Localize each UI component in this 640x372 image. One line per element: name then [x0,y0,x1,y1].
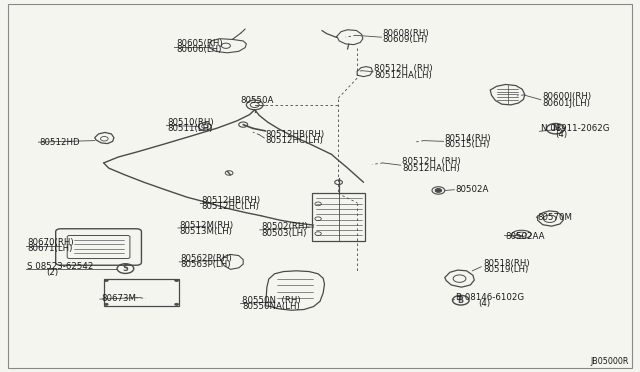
Text: S 08523-62542: S 08523-62542 [27,262,93,271]
Circle shape [175,279,179,282]
Text: B: B [458,296,464,305]
Text: 80670(RH): 80670(RH) [27,238,74,247]
Text: 80601J(LH): 80601J(LH) [543,99,591,108]
Text: 80512H  (RH): 80512H (RH) [402,157,461,166]
Text: 80510(RH): 80510(RH) [168,118,214,126]
Text: 80605(RH): 80605(RH) [176,39,223,48]
Text: 80609(LH): 80609(LH) [383,35,428,44]
Text: 80511(LH): 80511(LH) [168,124,213,133]
Text: 80673M: 80673M [101,294,136,303]
Text: 80512M(RH): 80512M(RH) [179,221,234,230]
Text: 80519(LH): 80519(LH) [483,265,529,274]
Text: 80562P(RH): 80562P(RH) [180,254,232,263]
Text: 80600J(RH): 80600J(RH) [543,92,592,101]
Text: 80563P(LH): 80563P(LH) [180,260,231,269]
Text: 80502AA: 80502AA [506,232,545,241]
Text: 80503(LH): 80503(LH) [261,229,307,238]
Text: 80512HB(RH): 80512HB(RH) [202,196,260,205]
Text: (4): (4) [479,299,491,308]
Text: 80671(LH): 80671(LH) [27,244,72,253]
Text: 80606(LH): 80606(LH) [176,45,221,54]
Text: 80512HB(RH): 80512HB(RH) [266,130,324,139]
Text: 80550N  (RH): 80550N (RH) [242,296,301,305]
Text: 80515(LH): 80515(LH) [445,140,490,149]
Text: 80502(RH): 80502(RH) [261,222,308,231]
Circle shape [104,303,108,305]
Text: 80570M: 80570M [538,213,573,222]
Bar [312,193,365,241]
Text: 80512HA(LH): 80512HA(LH) [374,71,432,80]
Text: 80550NA(LH): 80550NA(LH) [242,302,300,311]
Text: 80512H  (RH): 80512H (RH) [374,64,433,73]
Text: 80512HD: 80512HD [40,138,80,147]
Text: (4): (4) [556,130,568,139]
Text: JB05000R: JB05000R [590,357,628,366]
Text: (2): (2) [46,268,58,277]
Text: 80514(RH): 80514(RH) [445,134,492,143]
Text: S: S [122,264,129,273]
Text: 80513M(LH): 80513M(LH) [179,227,232,236]
Text: 80512HC(LH): 80512HC(LH) [266,137,323,145]
Circle shape [175,303,179,305]
Circle shape [104,279,108,282]
Text: 80512HA(LH): 80512HA(LH) [402,164,460,173]
Text: B 08146-6102G: B 08146-6102G [456,293,524,302]
Text: N 08911-2062G: N 08911-2062G [541,124,609,133]
Bar [104,279,179,306]
Text: N: N [552,124,559,133]
Text: 80550A: 80550A [240,96,273,105]
Circle shape [435,189,442,192]
Text: 80502A: 80502A [456,185,489,194]
Text: 80518(RH): 80518(RH) [483,259,530,268]
Text: 80512HC(LH): 80512HC(LH) [202,202,259,211]
Text: 80608(RH): 80608(RH) [383,29,429,38]
